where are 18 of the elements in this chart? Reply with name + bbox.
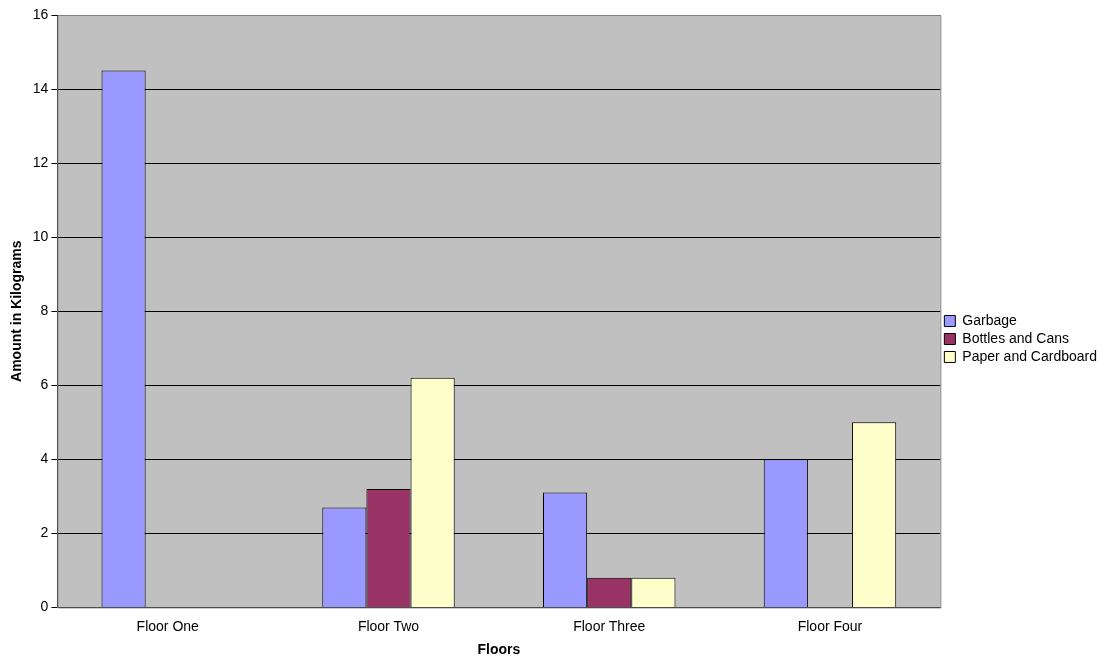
legend-label: Paper and Cardboard: [962, 347, 1098, 364]
x-tick-label: Floor Four: [797, 617, 863, 634]
y-tick-label: 10: [32, 228, 49, 245]
x-tick-label: Floor One: [136, 617, 200, 634]
y-tick-label: 16: [32, 5, 49, 22]
y-axis-title: Amount in Kilograms: [8, 240, 25, 382]
y-tick-label: 12: [32, 153, 49, 170]
legend-label: Bottles and Cans: [962, 329, 1069, 346]
y-tick-label: 6: [40, 376, 49, 393]
y-tick-label: 0: [40, 598, 49, 615]
y-tick-label: 2: [40, 524, 49, 541]
y-tick-label: 14: [32, 79, 49, 96]
legend-label: Garbage: [962, 311, 1018, 328]
x-axis-title: Floors: [477, 641, 521, 658]
y-tick-label: 8: [40, 302, 49, 319]
x-tick-label: Floor Two: [357, 617, 420, 634]
x-tick-label: Floor Three: [573, 617, 646, 634]
y-tick-label: 4: [40, 450, 49, 467]
